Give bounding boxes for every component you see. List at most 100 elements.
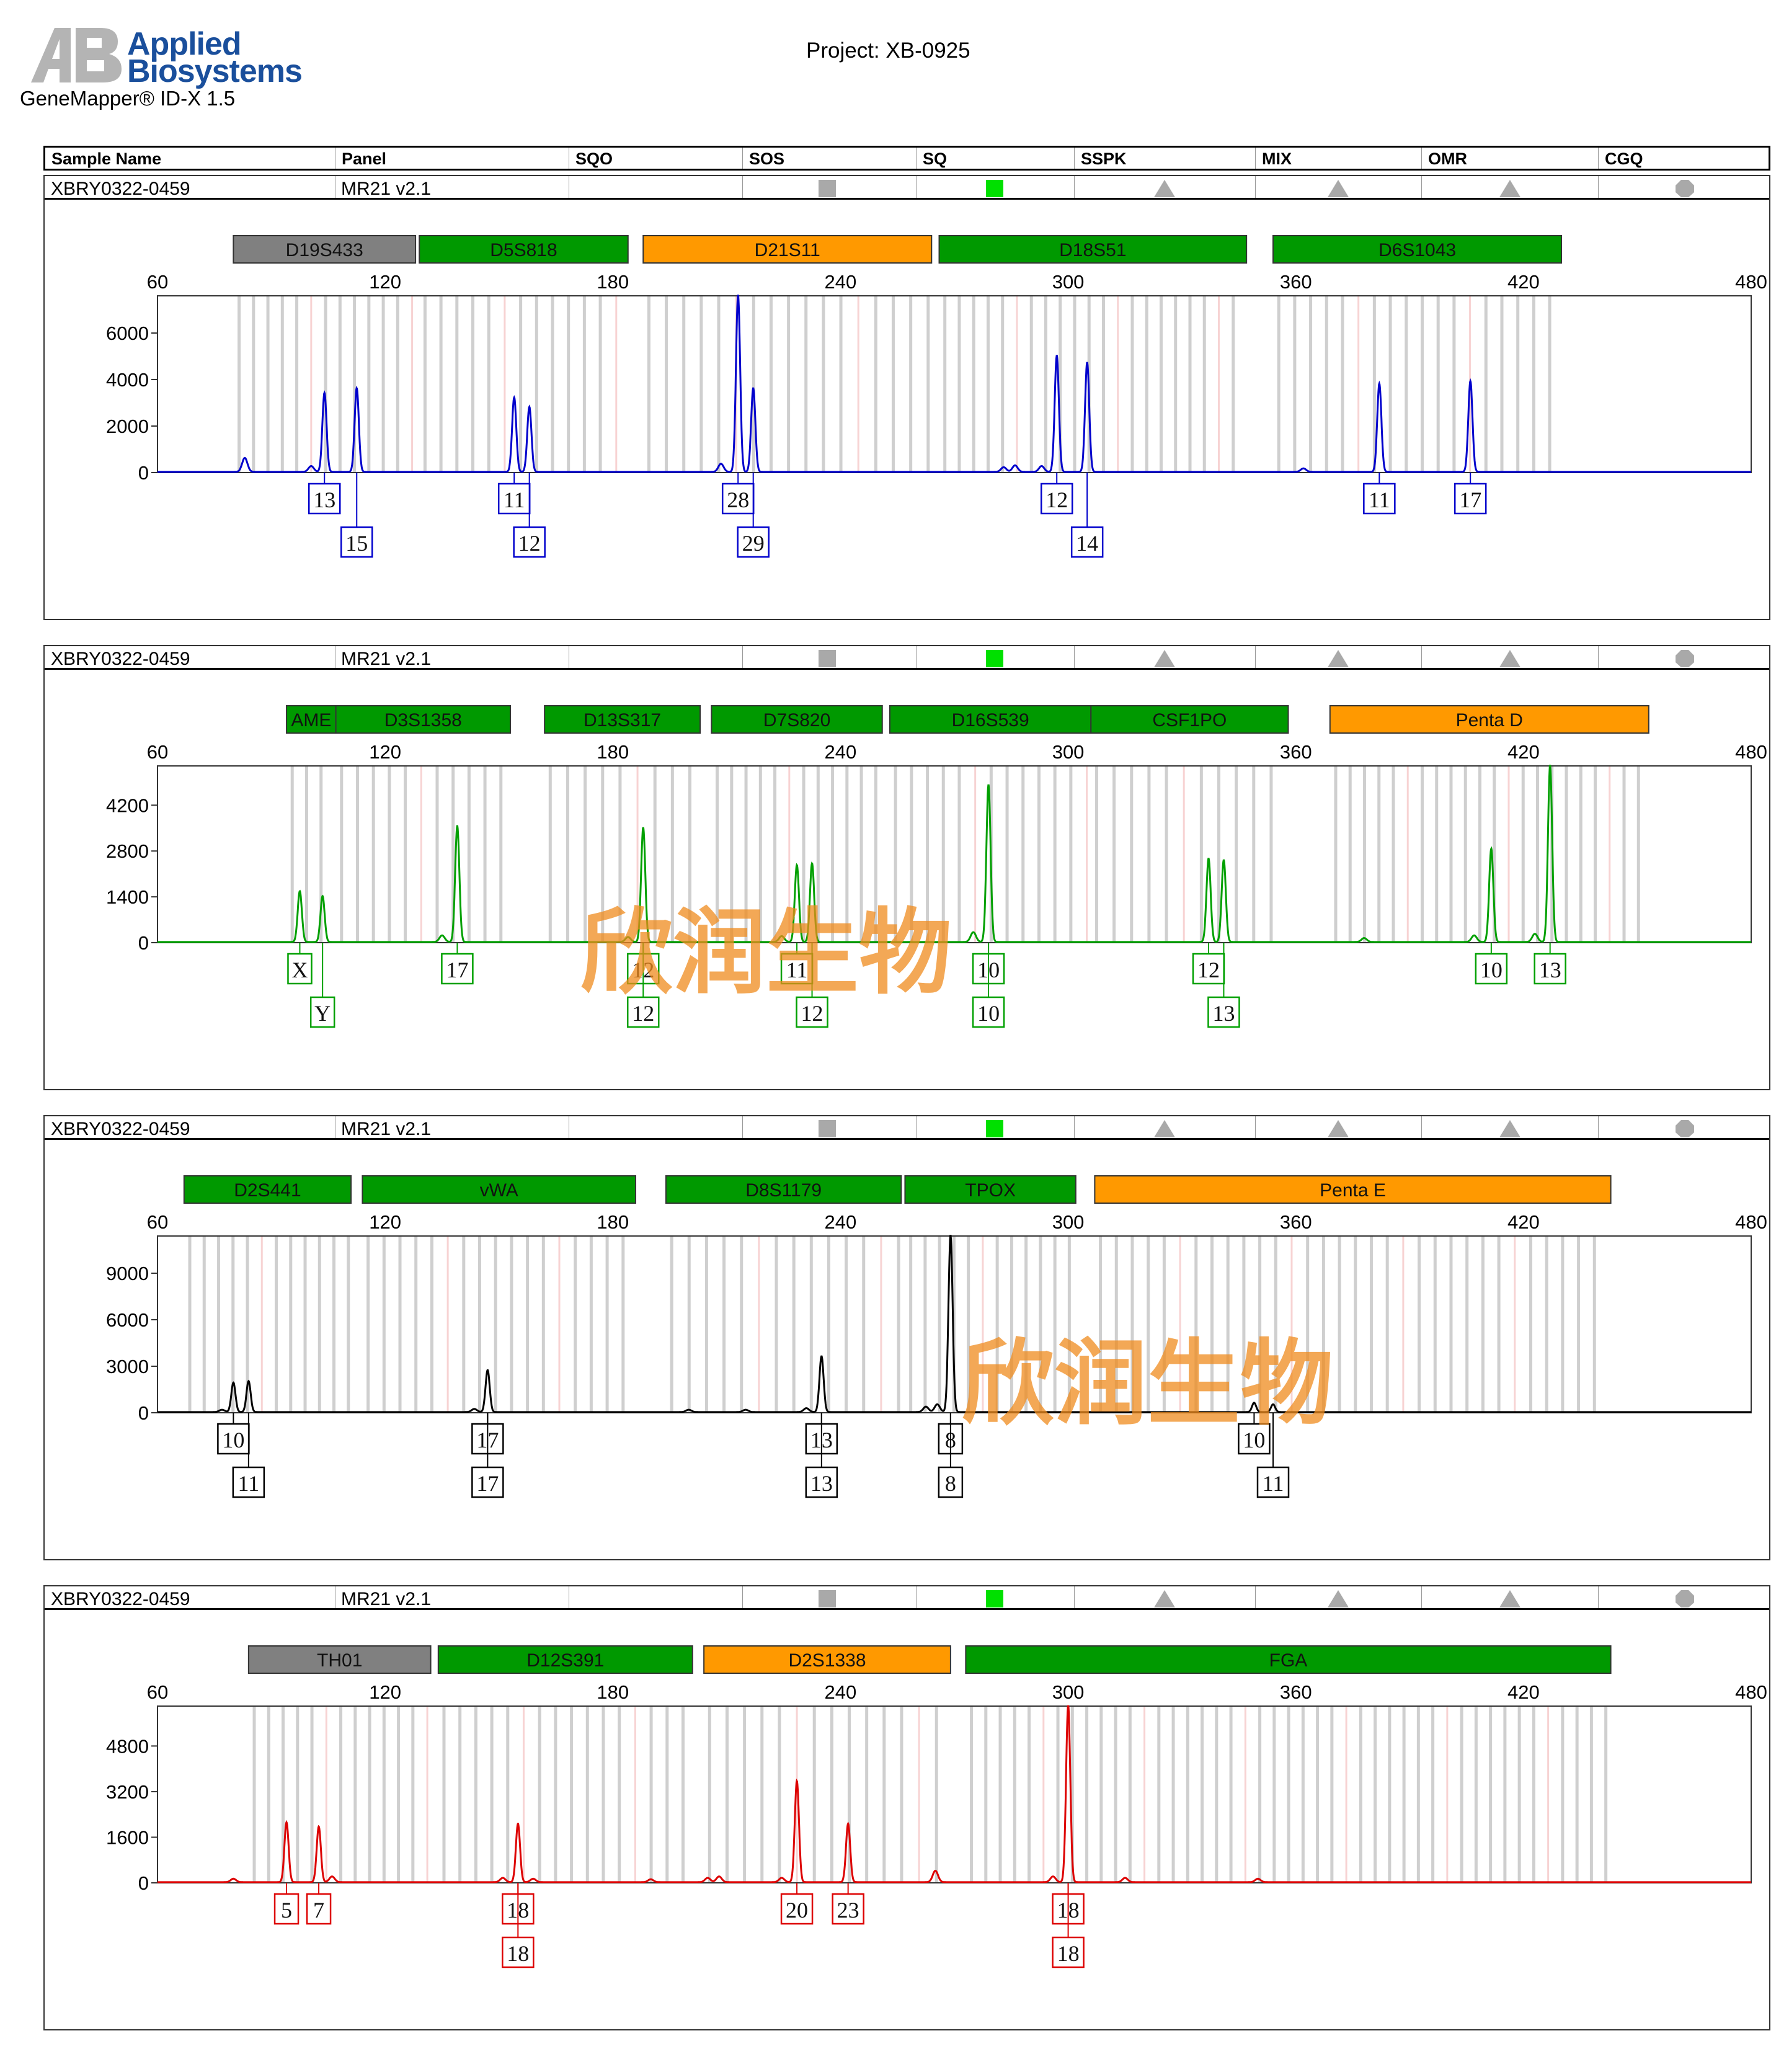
column-header-panel[interactable]: Panel (335, 148, 569, 169)
allele-call[interactable]: 10 (1238, 1413, 1271, 1455)
allele-call[interactable]: 20 (780, 1883, 814, 1925)
allele-call[interactable]: 12 (513, 473, 546, 558)
marker-d2s441[interactable]: D2S441 (183, 1175, 352, 1204)
allele-box (626, 996, 660, 1028)
allele-call[interactable]: 10 (1475, 943, 1508, 985)
marker-d13s317[interactable]: D13S317 (544, 705, 701, 734)
allele-label: 12 (518, 531, 541, 556)
x-tick-label: 60 (147, 1211, 168, 1233)
marker-th01[interactable]: TH01 (247, 1645, 432, 1674)
marker-d6s1043[interactable]: D6S1043 (1272, 235, 1563, 264)
marker-d16s539[interactable]: D16S539 (889, 705, 1092, 734)
mix-flag-triangle-icon (1328, 650, 1349, 667)
allele-call[interactable]: 11 (497, 473, 531, 515)
sample-row[interactable]: XBRY0322-0459 MR21 v2.1 (45, 176, 1769, 200)
column-header-omr[interactable]: OMR (1422, 148, 1599, 169)
column-header-sq[interactable]: SQ (917, 148, 1075, 169)
column-header-cgq[interactable]: CGQ (1605, 149, 1643, 168)
allele-call[interactable]: 11 (232, 1413, 265, 1498)
column-header-sos[interactable]: SOS (743, 148, 917, 169)
allele-call[interactable]: 11 (1363, 473, 1396, 515)
sample-row[interactable]: XBRY0322-0459 MR21 v2.1 (45, 646, 1769, 670)
allele-call[interactable]: 5 (273, 1883, 300, 1925)
allele-call[interactable]: Y (309, 943, 335, 1028)
column-header-mix[interactable]: MIX (1256, 148, 1422, 169)
allele-call[interactable]: 13 (308, 473, 341, 515)
allele-call[interactable]: 11 (1256, 1413, 1290, 1498)
allele-call[interactable]: 14 (1070, 473, 1104, 558)
marker-csf1po[interactable]: CSF1PO (1090, 705, 1289, 734)
allele-call[interactable]: 10 (972, 943, 1005, 1028)
allele-call[interactable]: 17 (1454, 473, 1487, 515)
allele-label: 17 (446, 958, 468, 982)
allele-call[interactable]: 18 (1052, 1883, 1085, 1968)
marker-d21s11[interactable]: D21S11 (642, 235, 933, 264)
marker-tpox[interactable]: TPOX (904, 1175, 1077, 1204)
marker-d18s51[interactable]: D18S51 (938, 235, 1248, 264)
allele-call[interactable]: 13 (1207, 943, 1240, 1028)
allele-label: 5 (281, 1898, 292, 1923)
allele-box (832, 1893, 864, 1925)
marker-d2s1338[interactable]: D2S1338 (703, 1645, 951, 1674)
allele-box (721, 482, 755, 515)
marker-label: D16S539 (952, 710, 1029, 731)
x-tick-label: 120 (369, 1211, 401, 1233)
allele-call[interactable]: 28 (721, 473, 755, 515)
column-header-sample-name[interactable]: Sample Name (45, 148, 335, 169)
y-tick-label: 2800 (106, 840, 149, 862)
y-tick-label: 0 (138, 932, 149, 954)
allele-call[interactable]: 15 (340, 473, 373, 558)
marker-fga[interactable]: FGA (965, 1645, 1612, 1674)
allele-label: 14 (1076, 531, 1098, 556)
allele-call[interactable]: 11 (780, 943, 814, 985)
panel-name: MR21 v2.1 (341, 179, 432, 199)
allele-box (1534, 953, 1566, 985)
sample-panel: XBRY0322-0459 MR21 v2.1 D19S433 D5S818 D21S1… (43, 175, 1770, 620)
x-tick-label: 300 (1052, 1211, 1085, 1233)
allele-call[interactable]: X (287, 943, 313, 985)
allele-call[interactable]: 13 (805, 1413, 838, 1498)
marker-d7s820[interactable]: D7S820 (711, 705, 883, 734)
marker-d12s391[interactable]: D12S391 (437, 1645, 693, 1674)
column-header-sspk[interactable]: SSPK (1075, 148, 1256, 169)
allele-box (1207, 996, 1240, 1028)
x-tick-label: 120 (369, 1681, 401, 1703)
sample-row[interactable]: XBRY0322-0459 MR21 v2.1 (45, 1586, 1769, 1610)
allele-call[interactable]: 12 (1192, 943, 1225, 985)
y-tick-label: 4200 (106, 794, 149, 816)
mix-flag-triangle-icon (1328, 180, 1349, 197)
allele-label: 17 (476, 1471, 499, 1496)
marker-d8s1179[interactable]: D8S1179 (665, 1175, 902, 1204)
marker-ame[interactable]: AME (286, 705, 337, 734)
allele-call[interactable]: 17 (441, 943, 474, 985)
sample-row[interactable]: XBRY0322-0459 MR21 v2.1 (45, 1116, 1769, 1140)
marker-d5s818[interactable]: D5S818 (419, 235, 629, 264)
omr-flag-triangle-icon (1499, 1120, 1520, 1137)
column-header-sqo[interactable]: SQO (569, 148, 743, 169)
allele-call[interactable]: 7 (306, 1883, 332, 1925)
marker-penta-d[interactable]: Penta D (1329, 705, 1649, 734)
marker-label: D2S1338 (788, 1650, 866, 1671)
marker-label: D7S820 (763, 710, 830, 731)
allele-box (306, 1893, 332, 1925)
allele-call[interactable]: 23 (832, 1883, 864, 1925)
allele-call[interactable]: 17 (471, 1413, 504, 1498)
allele-box (972, 996, 1005, 1028)
marker-vwa[interactable]: vWA (362, 1175, 637, 1204)
cgq-flag-octagon-icon (1676, 1590, 1694, 1607)
allele-call[interactable]: 29 (737, 473, 770, 558)
marker-d3s1358[interactable]: D3S1358 (335, 705, 512, 734)
allele-call[interactable]: 12 (796, 943, 828, 1028)
allele-call[interactable]: 10 (217, 1413, 250, 1455)
allele-call[interactable]: 13 (1534, 943, 1566, 985)
allele-call[interactable]: 12 (1040, 473, 1073, 515)
marker-d19s433[interactable]: D19S433 (233, 235, 417, 264)
x-tick-label: 300 (1052, 1681, 1085, 1703)
sample-table-header: Sample Name Panel SQO SOS SQ SSPK MIX OMR CGQ (43, 146, 1770, 171)
allele-call[interactable]: 12 (626, 943, 660, 1028)
allele-call[interactable]: 18 (502, 1883, 535, 1968)
marker-label: CSF1PO (1152, 710, 1227, 731)
allele-call[interactable]: 8 (938, 1413, 964, 1498)
marker-penta-e[interactable]: Penta E (1094, 1175, 1612, 1204)
